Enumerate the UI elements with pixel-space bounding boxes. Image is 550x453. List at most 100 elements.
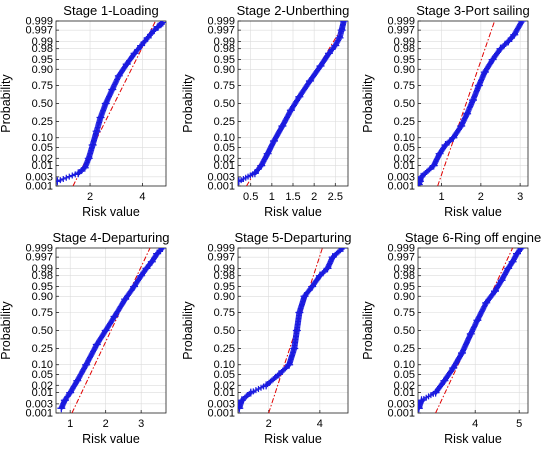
y-tick-label: 0.001 [387,408,415,420]
y-tick-label: 0.001 [25,408,53,420]
data-point [491,287,499,296]
data-point [440,376,449,385]
x-tick-label: 0.5 [243,191,258,203]
y-tick-label: 0.003 [25,171,53,183]
y-tick-label: 0.999 [25,243,53,255]
y-tick-label: 0.90 [394,64,415,76]
data-point [122,60,131,69]
y-tick-label: 0.997 [207,25,235,37]
x-axis-label: Risk value [82,205,140,219]
data-point [110,312,119,321]
data-series [238,248,347,413]
data-point [250,169,259,178]
data-point [66,388,75,397]
y-tick-label: 0.003 [207,398,235,410]
y-tick-label: 0.05 [394,369,415,381]
y-tick-label: 0.999 [207,243,235,255]
y-tick-label: 0.997 [387,252,415,264]
chart-title: Stage 2-Unberthing [237,3,350,18]
data-point [290,344,299,353]
data-point [473,316,482,325]
data-point [323,264,332,273]
y-tick-label: 0.05 [394,142,415,154]
y-tick-label: 0.95 [214,281,235,293]
reference-fit-line [71,248,151,413]
data-point [335,33,344,42]
y-tick-label: 0.02 [394,153,415,165]
x-tick-label: 4 [317,418,323,430]
chart-panel-4: Stage 4-Departuring 0.0010.0030.010.020.0… [0,230,170,446]
x-axis-label: Risk value [264,205,322,219]
chart-panel-2: Stage 2-Unberthing 0.0010.0030.010.020.05… [181,3,349,219]
data-point [82,360,91,369]
y-tick-label: 0.10 [394,359,415,371]
data-point [510,30,519,39]
data-series [238,21,348,186]
chart-panel-5: Stage 5-Departuring 0.0010.0030.010.020.0… [181,230,352,446]
y-tick-label: 0.75 [214,80,235,92]
y-tick-label: 0.997 [25,252,53,264]
y-tick-label: 0.25 [394,343,415,355]
data-point [60,396,69,405]
x-tick-label: 3 [517,191,523,203]
chart-panel-1: Stage 1-Loading 0.0010.0030.010.020.050.1… [0,3,167,219]
data-point [153,249,162,258]
data-point [142,264,151,273]
data-point [328,253,337,262]
y-tick-label: 0.02 [214,380,235,392]
data-point [263,149,272,158]
y-tick-label: 0.02 [394,380,415,392]
data-point [286,106,295,115]
data-point [74,169,83,178]
y-tick-label: 0.75 [214,307,235,319]
data-point [121,295,130,304]
y-tick-label: 0.10 [214,132,235,144]
x-tick-label: 5 [516,418,522,430]
data-point [518,21,527,25]
data-point [262,381,271,390]
y-tick-label: 0.999 [387,16,415,28]
x-tick-label: 4 [472,418,478,430]
data-point [238,396,246,405]
data-point [482,298,491,307]
data-point [114,71,123,80]
data-point [504,37,513,46]
data-point [469,96,477,105]
x-tick-label: 3 [138,418,144,430]
data-point [66,173,73,180]
data-point [418,180,423,186]
y-tick-label: 0.05 [214,142,235,154]
data-point [238,404,244,413]
data-point [56,177,62,186]
data-point [308,282,317,291]
y-tick-label: 0.95 [32,281,53,293]
data-point [300,292,309,301]
y-tick-label: 0.99 [214,263,235,275]
y-tick-label: 0.001 [207,408,235,420]
chart-title: Stage 1-Loading [63,3,158,18]
chart-panel-6: Stage 6-Ring off engine0.0010.0030.010.0… [361,230,541,446]
y-tick-label: 0.25 [32,116,53,128]
data-series [56,21,166,186]
y-tick-label: 0.997 [387,25,415,37]
data-point [337,26,346,35]
y-tick-label: 0.001 [25,181,53,193]
y-tick-label: 0.001 [207,181,235,193]
data-point [435,149,444,158]
y-tick-label: 0.01 [394,387,415,399]
y-tick-label: 0.90 [214,64,235,76]
data-point [295,308,304,317]
y-tick-label: 0.05 [32,142,53,154]
data-point [88,141,97,150]
x-tick-label: 2 [478,191,484,203]
y-tick-label: 0.02 [32,153,53,165]
y-tick-label: 0.003 [387,398,415,410]
x-tick-label: 4 [139,191,145,203]
data-point [158,21,166,27]
x-tick-label: 2.5 [328,191,343,203]
chart-title: Stage 3-Port sailing [416,3,529,18]
data-point [295,92,304,101]
data-point [84,154,93,163]
y-tick-label: 0.75 [32,80,53,92]
data-point [449,133,458,142]
